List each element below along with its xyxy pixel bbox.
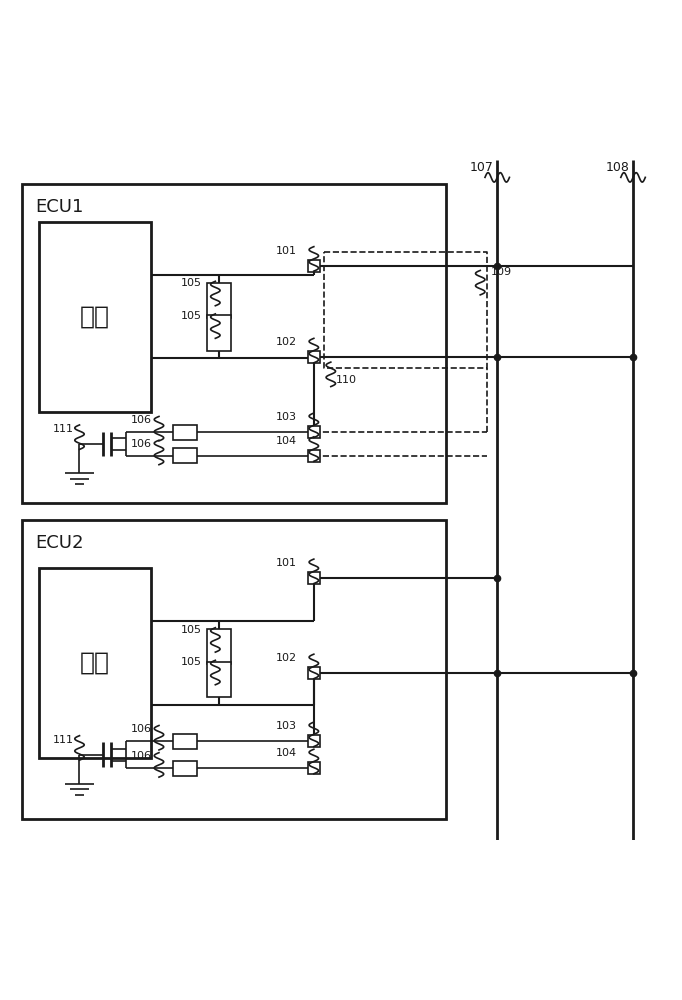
Bar xyxy=(207,283,231,318)
Text: 105: 105 xyxy=(181,311,202,321)
Text: 109: 109 xyxy=(490,267,512,277)
Bar xyxy=(308,426,320,438)
Text: 107: 107 xyxy=(470,161,494,174)
Bar xyxy=(207,629,231,664)
Text: ECU2: ECU2 xyxy=(35,534,84,552)
Bar xyxy=(39,222,151,412)
Text: 芯片: 芯片 xyxy=(80,305,110,329)
Bar xyxy=(308,762,320,774)
Bar xyxy=(207,662,231,697)
Bar xyxy=(39,568,151,758)
Text: 106: 106 xyxy=(131,415,152,425)
Text: 111: 111 xyxy=(53,424,74,434)
Text: 104: 104 xyxy=(276,436,297,446)
Text: 104: 104 xyxy=(276,748,297,758)
Bar xyxy=(22,184,446,503)
Text: 102: 102 xyxy=(276,653,297,663)
Text: 108: 108 xyxy=(606,161,629,174)
Text: 106: 106 xyxy=(131,751,152,761)
Text: 106: 106 xyxy=(131,724,152,734)
Text: 102: 102 xyxy=(276,337,297,347)
Bar xyxy=(173,448,197,463)
Text: 103: 103 xyxy=(276,721,297,731)
Bar xyxy=(308,351,320,363)
Text: 101: 101 xyxy=(276,558,297,568)
Bar xyxy=(308,667,320,679)
Text: 110: 110 xyxy=(336,375,357,385)
Text: 101: 101 xyxy=(276,246,297,256)
Bar xyxy=(308,450,320,462)
Text: 111: 111 xyxy=(53,735,74,745)
Bar xyxy=(173,734,197,749)
Bar xyxy=(173,425,197,440)
Text: ECU1: ECU1 xyxy=(35,198,84,216)
Bar xyxy=(308,260,320,272)
Text: 105: 105 xyxy=(181,625,202,635)
Bar xyxy=(207,315,231,351)
Text: 105: 105 xyxy=(181,657,202,667)
Bar xyxy=(308,735,320,747)
Text: 芯片: 芯片 xyxy=(80,651,110,675)
Text: 105: 105 xyxy=(181,278,202,288)
Bar xyxy=(173,761,197,776)
Bar xyxy=(22,520,446,819)
Text: 103: 103 xyxy=(276,412,297,422)
Bar xyxy=(308,572,320,584)
Text: 106: 106 xyxy=(131,439,152,449)
